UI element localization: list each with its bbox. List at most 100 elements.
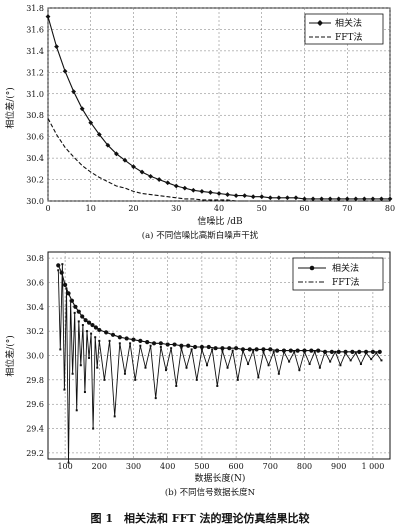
data-point xyxy=(76,309,81,314)
data-point xyxy=(165,180,171,186)
subcaption-a: (a) 不同信噪比高斯白噪声干扰 xyxy=(142,230,259,241)
x-tick-label: 0 xyxy=(45,204,50,213)
data-point xyxy=(57,269,60,272)
y-tick-label: 30.2 xyxy=(26,176,44,185)
data-point xyxy=(114,151,119,157)
data-point xyxy=(195,378,198,381)
data-point xyxy=(281,348,287,353)
y-tick-label: 30.8 xyxy=(26,254,44,263)
data-point xyxy=(295,348,300,353)
data-point xyxy=(173,183,179,189)
data-point xyxy=(370,358,373,361)
data-point xyxy=(370,196,376,202)
series-b xyxy=(56,263,383,464)
data-point xyxy=(129,342,132,345)
data-point xyxy=(123,372,126,375)
data-point xyxy=(282,350,285,353)
data-point xyxy=(139,169,145,175)
data-point xyxy=(309,348,314,353)
legend-marker-b-correlation xyxy=(309,265,315,271)
figure-caption: 图 1 相关法和 FFT 法的理论仿真结果比较 xyxy=(91,511,310,525)
x-tick-label: 600 xyxy=(228,462,243,471)
data-point xyxy=(380,359,383,362)
data-point xyxy=(54,44,59,49)
data-point xyxy=(313,350,316,353)
data-point xyxy=(302,196,307,202)
data-point xyxy=(149,344,152,347)
data-point xyxy=(65,287,68,290)
data-point xyxy=(62,68,68,74)
data-point xyxy=(308,363,311,366)
data-point xyxy=(66,291,71,296)
data-point xyxy=(83,391,86,394)
x-tick-label: 40 xyxy=(214,204,224,213)
data-point xyxy=(324,350,327,353)
data-point xyxy=(88,120,94,126)
data-point xyxy=(241,349,244,352)
data-point xyxy=(213,346,218,351)
data-point xyxy=(262,350,265,353)
subcaption-b: (b) 不同信号数据长度N xyxy=(165,487,256,498)
data-point xyxy=(104,330,109,335)
data-point xyxy=(359,363,362,366)
y-tick-label: 30.6 xyxy=(26,133,44,142)
x-ticks-a: 0 10 20 30 40 50 60 70 80 xyxy=(45,204,395,213)
data-point xyxy=(73,304,78,309)
data-point xyxy=(88,356,91,359)
data-point xyxy=(175,384,178,387)
data-point xyxy=(336,196,342,202)
data-point xyxy=(85,330,88,333)
data-point xyxy=(79,106,85,112)
data-point xyxy=(86,320,92,325)
data-point xyxy=(206,344,211,350)
data-point xyxy=(233,193,239,199)
y-tick-label: 30.8 xyxy=(26,111,44,120)
data-point xyxy=(236,378,239,381)
data-point xyxy=(226,366,229,369)
data-point xyxy=(349,359,352,362)
data-point xyxy=(268,347,273,352)
data-point xyxy=(192,344,198,350)
data-point xyxy=(69,299,72,302)
data-point xyxy=(211,348,214,351)
y-ticks-b: 29.2 29.4 29.6 29.8 30.0 30.2 30.4 30.6 30.8 xyxy=(26,254,44,458)
data-point xyxy=(288,348,293,353)
data-point xyxy=(139,344,142,347)
x-tick-label: 60 xyxy=(299,204,309,213)
legend-label-a-fft: FFT法 xyxy=(335,31,363,43)
legend-b: 相关法 FFT法 xyxy=(292,257,384,291)
x-ticks-b: 100 200 300 400 500 600 700 800 900 1 000 xyxy=(57,462,384,471)
data-point xyxy=(319,196,324,202)
chart-a: 30.0 30.2 30.4 30.6 30.8 31.0 31.2 31.4 31.6 31.8… xyxy=(4,4,395,241)
y-tick-label: 31.0 xyxy=(26,90,44,99)
data-point xyxy=(240,347,246,352)
data-point xyxy=(329,360,332,363)
data-point xyxy=(227,346,232,351)
y-tick-label: 29.6 xyxy=(26,400,44,409)
legend-label-b-correlation: 相关法 xyxy=(332,262,359,274)
legend-box-a xyxy=(304,13,384,45)
data-point xyxy=(148,173,153,179)
data-point xyxy=(90,332,93,335)
data-point xyxy=(275,348,280,353)
data-point xyxy=(92,427,95,430)
data-point xyxy=(145,340,150,345)
x-tick-label: 20 xyxy=(128,204,138,213)
data-point xyxy=(96,132,102,137)
data-point xyxy=(185,366,188,369)
data-point xyxy=(285,195,290,201)
data-point xyxy=(93,325,98,330)
data-point xyxy=(45,14,51,19)
data-point xyxy=(158,341,163,346)
x-tick-label: 900 xyxy=(331,462,346,471)
data-point xyxy=(56,263,61,268)
data-point xyxy=(59,348,62,351)
legend-a: 相关法 FFT法 xyxy=(304,13,384,45)
data-point xyxy=(124,336,129,341)
data-point xyxy=(221,349,224,352)
data-point xyxy=(67,461,70,464)
data-point xyxy=(159,345,162,348)
y-tick-label: 30.0 xyxy=(26,197,44,206)
data-point xyxy=(131,337,136,342)
data-point xyxy=(247,363,250,366)
